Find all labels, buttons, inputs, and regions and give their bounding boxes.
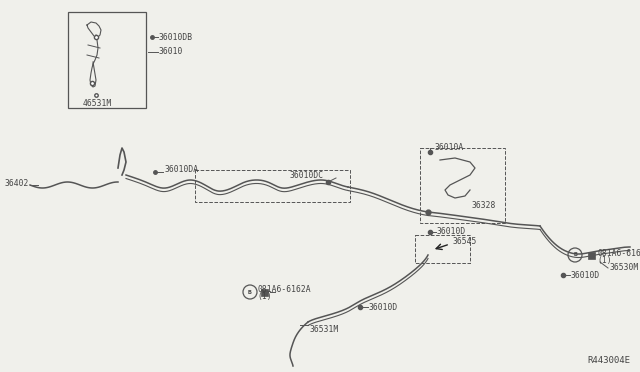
Text: B: B	[248, 289, 252, 295]
Bar	[68, 12, 146, 108]
Text: 36010D: 36010D	[369, 302, 398, 311]
Text: 36531M: 36531M	[310, 326, 339, 334]
Text: (1): (1)	[597, 257, 612, 266]
Text: 36010DB: 36010DB	[159, 32, 193, 42]
Text: 36010A: 36010A	[435, 144, 464, 153]
Text: 46531M: 46531M	[83, 99, 112, 108]
Text: 36530M: 36530M	[610, 263, 639, 273]
Bar	[195, 170, 350, 202]
Bar	[420, 148, 505, 223]
Text: 081A6-6162A: 081A6-6162A	[257, 285, 310, 294]
Text: 36328: 36328	[472, 201, 497, 209]
Text: 36402: 36402	[5, 179, 29, 187]
Bar	[588, 252, 595, 259]
Text: 36010D: 36010D	[571, 270, 600, 279]
Bar	[261, 289, 268, 296]
Text: (1): (1)	[257, 292, 271, 301]
Text: R443004E: R443004E	[587, 356, 630, 365]
Text: 36010DA: 36010DA	[165, 166, 199, 174]
Text: B: B	[573, 253, 577, 257]
Text: 36010DC: 36010DC	[290, 171, 324, 180]
Text: 36010D: 36010D	[437, 228, 467, 237]
Bar	[415, 235, 470, 263]
Text: 36545: 36545	[453, 237, 477, 247]
Text: 081A6-6162A: 081A6-6162A	[597, 248, 640, 257]
Text: 36010: 36010	[159, 48, 184, 57]
